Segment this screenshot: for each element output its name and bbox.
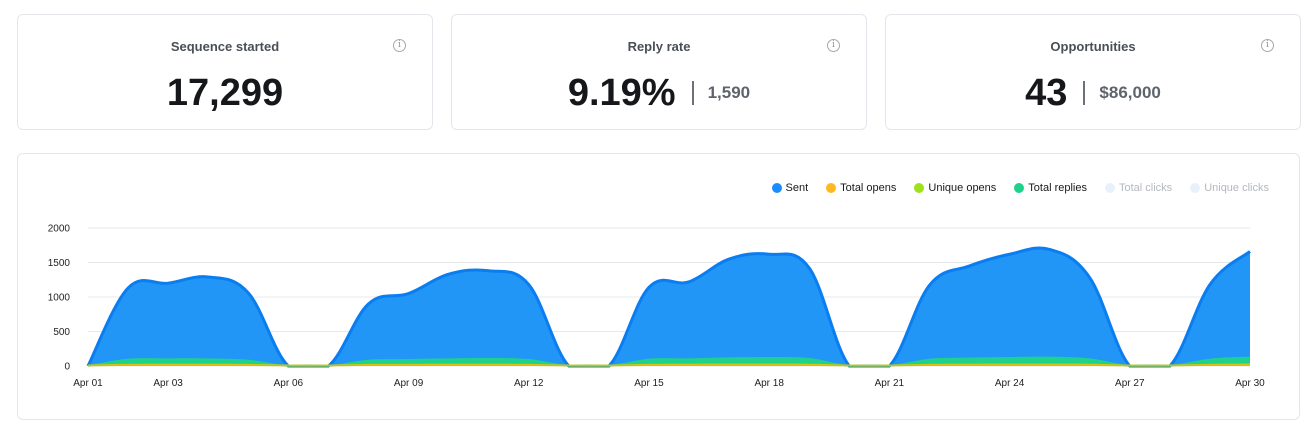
legend-item-unique-opens[interactable]: Unique opens bbox=[914, 182, 996, 194]
card-value: 43 bbox=[1025, 72, 1068, 114]
y-tick-label: 2000 bbox=[48, 224, 71, 235]
legend-dot bbox=[771, 183, 782, 193]
area-sent bbox=[88, 247, 1250, 366]
y-tick-label: 0 bbox=[64, 362, 70, 373]
card-value: 9.19% bbox=[567, 72, 676, 114]
legend-dot bbox=[914, 183, 925, 193]
legend-label: Sent bbox=[785, 182, 809, 194]
legend-item-sent[interactable]: Sent bbox=[771, 182, 809, 194]
card-title: Sequence started bbox=[170, 39, 280, 54]
legend-item-total-opens[interactable]: Total opens bbox=[826, 182, 896, 194]
info-icon[interactable]: i bbox=[1261, 39, 1274, 52]
legend-dot bbox=[1014, 183, 1025, 193]
card-value-row: 43 $86,000 bbox=[886, 71, 1300, 115]
x-tick-label: Apr 27 bbox=[1115, 378, 1145, 389]
x-tick-label: Apr 06 bbox=[274, 378, 304, 389]
card-title: Opportunities bbox=[1050, 39, 1136, 54]
kpi-card-sequence-started: Sequence started i 17,299 bbox=[17, 14, 433, 130]
card-title: Reply rate bbox=[627, 39, 691, 54]
area-layer bbox=[86, 246, 1251, 368]
axis-layer: 0 500 1000 1500 2000 Apr 01 Apr 03 Apr 06 Apr 09… bbox=[48, 224, 1265, 390]
chart-legend: Sent Total opens Unique opens Total repl… bbox=[771, 182, 1269, 194]
x-tick-label: Apr 24 bbox=[995, 378, 1025, 389]
x-tick-label: Apr 30 bbox=[1235, 378, 1265, 389]
x-tick-label: Apr 12 bbox=[514, 378, 544, 389]
line-sent bbox=[86, 246, 1251, 368]
legend-label: Total opens bbox=[840, 182, 897, 194]
legend-item-total-clicks[interactable]: Total clicks bbox=[1105, 182, 1172, 194]
legend-item-total-replies[interactable]: Total replies bbox=[1014, 182, 1087, 194]
kpi-card-opportunities: Opportunities i 43 $86,000 bbox=[885, 14, 1301, 130]
x-tick-label: Apr 01 bbox=[73, 378, 103, 389]
legend-item-unique-clicks[interactable]: Unique clicks bbox=[1190, 182, 1269, 194]
card-value: 17,299 bbox=[166, 72, 284, 114]
legend-label: Unique opens bbox=[928, 182, 997, 194]
legend-dot bbox=[1105, 183, 1115, 193]
x-tick-label: Apr 15 bbox=[634, 378, 664, 389]
x-tick-label: Apr 03 bbox=[153, 378, 183, 389]
y-tick-label: 1000 bbox=[48, 293, 71, 304]
info-icon[interactable]: i bbox=[827, 39, 840, 52]
card-value-row: 17,299 bbox=[18, 71, 432, 115]
x-tick-label: Apr 18 bbox=[754, 378, 784, 389]
card-value-row: 9.19% 1,590 bbox=[452, 71, 866, 115]
x-tick-label: Apr 09 bbox=[394, 378, 424, 389]
value-separator bbox=[1083, 81, 1086, 105]
legend-label: Total replies bbox=[1028, 182, 1087, 194]
line-total-opens bbox=[87, 364, 1251, 367]
y-tick-label: 500 bbox=[53, 327, 70, 338]
card-secondary-value: $86,000 bbox=[1099, 83, 1161, 102]
legend-dot bbox=[826, 183, 837, 193]
kpi-card-reply-rate: Reply rate i 9.19% 1,590 bbox=[451, 14, 867, 130]
legend-label: Total clicks bbox=[1119, 182, 1173, 194]
info-icon[interactable]: i bbox=[393, 39, 406, 52]
x-tick-label: Apr 21 bbox=[875, 378, 905, 389]
legend-label: Unique clicks bbox=[1204, 182, 1269, 194]
card-secondary-value: 1,590 bbox=[707, 83, 751, 102]
activity-chart-card: Sent Total opens Unique opens Total repl… bbox=[17, 153, 1300, 420]
area-chart: 0 500 1000 1500 2000 Apr 01 Apr 03 Apr 06 Apr 09… bbox=[48, 224, 1265, 390]
legend-dot bbox=[1190, 183, 1201, 193]
y-tick-label: 1500 bbox=[48, 258, 71, 269]
value-separator bbox=[691, 81, 694, 105]
